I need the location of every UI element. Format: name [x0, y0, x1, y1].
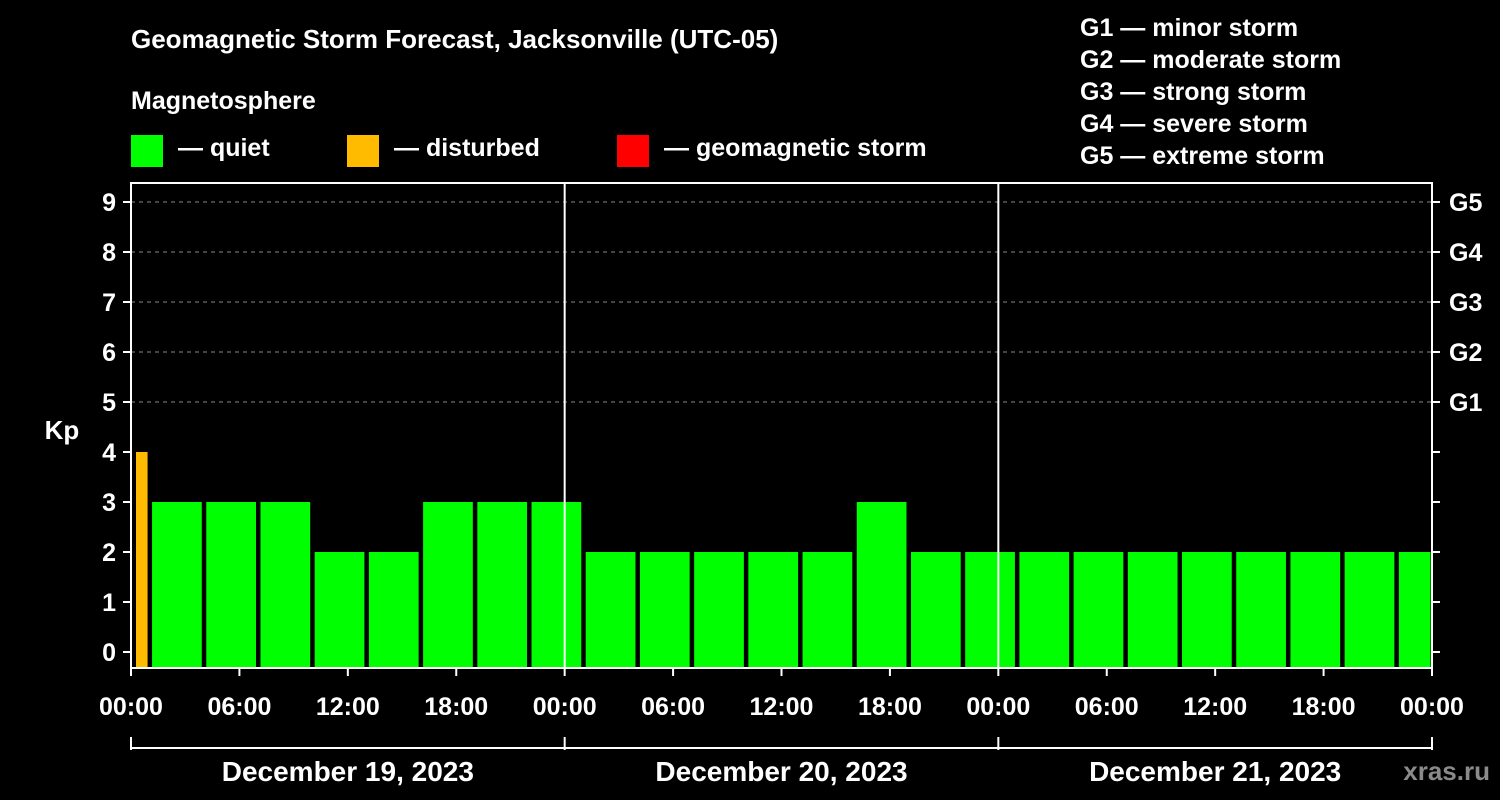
storm-scale-g5: G5 — extreme storm [1080, 142, 1325, 170]
day-label-1: December 20, 2023 [655, 756, 907, 787]
y-tick-label-0: 0 [102, 639, 116, 667]
bar-13 [802, 552, 853, 668]
bar-17 [1019, 552, 1070, 668]
bar-4 [314, 552, 365, 668]
legend-label-disturbed: — disturbed [394, 134, 540, 162]
x-tick-label-1: 06:00 [207, 693, 271, 721]
bar-0 [136, 452, 148, 668]
x-tick-label-10: 12:00 [1183, 693, 1247, 721]
bar-24 [1398, 552, 1431, 668]
x-tick-label-9: 06:00 [1075, 693, 1139, 721]
storm-level-label-g2: G2 [1449, 339, 1482, 367]
storm-level-label-g1: G1 [1449, 389, 1482, 417]
bar-16 [965, 552, 1015, 668]
bar-11 [694, 552, 744, 668]
x-tick-label-7: 18:00 [858, 693, 922, 721]
storm-scale-g4: G4 — severe storm [1080, 110, 1308, 138]
x-tick-label-5: 06:00 [641, 693, 705, 721]
y-tick-label-4: 4 [102, 439, 116, 467]
watermark: xras.ru [1403, 756, 1490, 786]
bar-22 [1290, 552, 1341, 668]
legend-swatch-quiet [131, 135, 163, 167]
bar-21 [1236, 552, 1286, 668]
bar-15 [910, 552, 961, 668]
storm-level-label-g3: G3 [1449, 289, 1482, 317]
bar-12 [748, 552, 799, 668]
day-label-2: December 21, 2023 [1089, 756, 1341, 787]
x-tick-label-3: 18:00 [424, 693, 488, 721]
legend-swatch-storm [617, 135, 649, 167]
bar-2 [206, 502, 256, 668]
x-tick-label-8: 00:00 [966, 693, 1030, 721]
bar-1 [152, 502, 202, 668]
bar-9 [585, 552, 636, 668]
storm-level-label-g4: G4 [1449, 239, 1482, 267]
bar-6 [423, 502, 473, 668]
y-tick-label-5: 5 [102, 389, 116, 417]
legend-swatch-disturbed [347, 135, 379, 167]
x-tick-label-0: 00:00 [99, 693, 163, 721]
y-tick-label-9: 9 [102, 189, 116, 217]
bar-23 [1344, 552, 1395, 668]
bar-7 [477, 502, 528, 668]
legend-label-quiet: — quiet [178, 134, 270, 162]
chart-title: Geomagnetic Storm Forecast, Jacksonville… [131, 24, 779, 54]
y-axis-label: Kp [45, 415, 80, 445]
chart-subtitle: Magnetosphere [131, 87, 316, 115]
storm-level-label-g5: G5 [1449, 189, 1482, 217]
legend-label-storm: — geomagnetic storm [664, 134, 927, 162]
x-tick-label-12: 00:00 [1400, 693, 1464, 721]
x-tick-label-11: 18:00 [1292, 693, 1356, 721]
x-tick-label-6: 12:00 [750, 693, 814, 721]
bar-5 [368, 552, 419, 668]
y-tick-label-6: 6 [102, 339, 116, 367]
bar-20 [1182, 552, 1232, 668]
day-label-0: December 19, 2023 [222, 756, 474, 787]
y-tick-label-7: 7 [102, 289, 116, 317]
y-tick-label-1: 1 [102, 589, 116, 617]
y-tick-label-8: 8 [102, 239, 116, 267]
bar-3 [260, 502, 311, 668]
bar-18 [1073, 552, 1124, 668]
bar-14 [856, 502, 907, 668]
bar-8 [531, 502, 582, 668]
y-tick-label-3: 3 [102, 489, 116, 517]
bar-10 [639, 552, 690, 668]
x-tick-label-4: 00:00 [533, 693, 597, 721]
storm-scale-g2: G2 — moderate storm [1080, 46, 1342, 74]
storm-scale-g3: G3 — strong storm [1080, 78, 1307, 106]
y-tick-label-2: 2 [102, 539, 116, 567]
storm-scale-g1: G1 — minor storm [1080, 14, 1299, 42]
x-tick-label-2: 12:00 [316, 693, 380, 721]
bar-19 [1127, 552, 1178, 668]
